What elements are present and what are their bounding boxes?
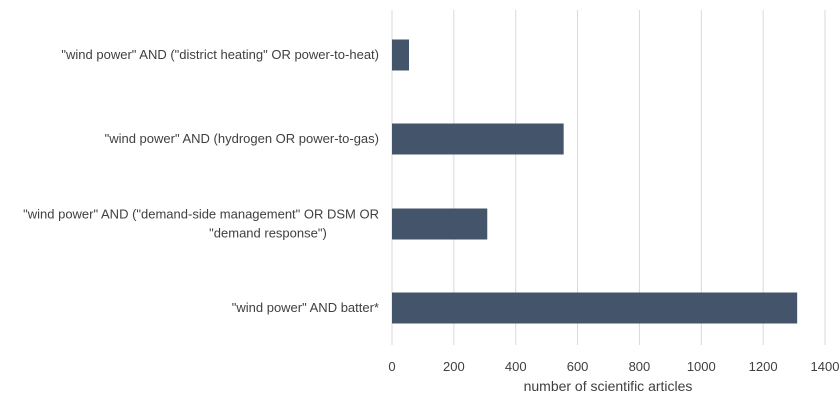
bars (392, 39, 798, 324)
x-tick-label: 600 (567, 359, 589, 374)
x-tick-label: 1000 (687, 359, 716, 374)
category-label: "wind power" AND ("demand-side managemen… (23, 207, 379, 222)
category-label: "wind power" AND (hydrogen OR power-to-g… (105, 131, 379, 146)
x-tick-label: 200 (443, 359, 465, 374)
category-label: "wind power" AND batter* (232, 300, 379, 315)
category-label: "demand response") (209, 226, 327, 241)
bar (392, 123, 564, 155)
category-labels: "wind power" AND ("district heating" OR … (23, 47, 379, 315)
x-tick-label: 1400 (811, 359, 840, 374)
x-axis-title: number of scientific articles (524, 378, 693, 394)
x-tick-label: 800 (629, 359, 651, 374)
bar (392, 208, 488, 240)
x-tick-label: 400 (505, 359, 527, 374)
category-label: "wind power" AND ("district heating" OR … (61, 47, 379, 62)
x-tick-labels: 0 200 400 600 800 1000 1200 1400 (388, 359, 839, 374)
gridlines (391, 10, 826, 345)
x-tick-label: 0 (388, 359, 395, 374)
bar (392, 292, 798, 324)
bar (392, 39, 410, 71)
x-tick-label: 1200 (749, 359, 778, 374)
